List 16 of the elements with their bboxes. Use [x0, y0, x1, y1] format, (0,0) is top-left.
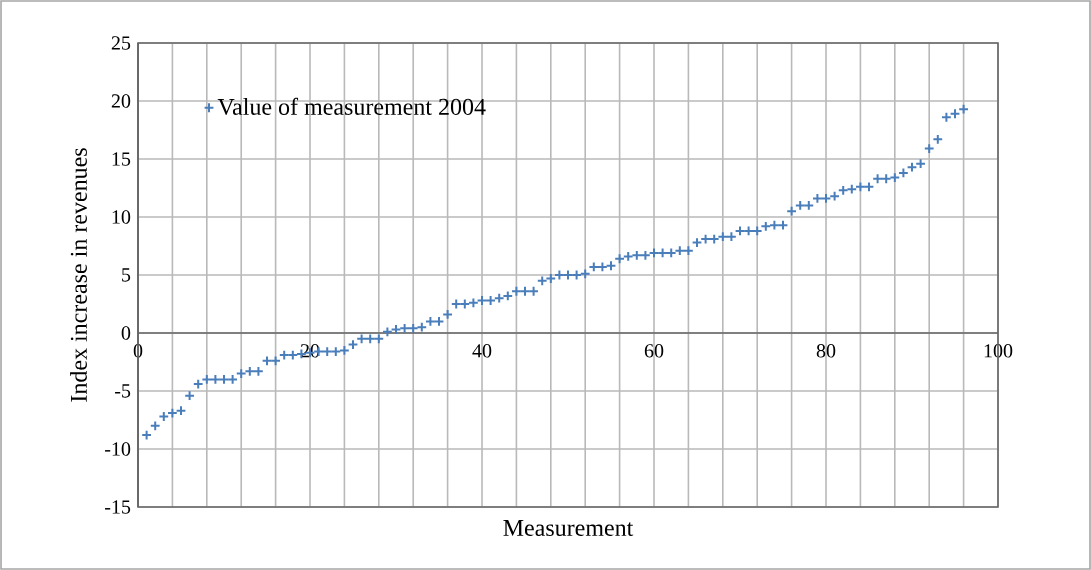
- y-tick-label: 25: [111, 36, 131, 50]
- x-tick-label: 60: [644, 344, 664, 358]
- y-tick-label: 0: [121, 326, 131, 340]
- x-tick-label: 40: [472, 344, 492, 358]
- y-tick-label: -10: [105, 442, 131, 456]
- x-tick-label: 100: [984, 344, 1013, 358]
- y-tick-label: 15: [112, 152, 131, 166]
- y-tick-label: -5: [115, 384, 131, 398]
- x-axis-title: Measurement: [503, 520, 634, 536]
- y-tick-label: -15: [105, 500, 131, 514]
- y-axis-title: Index increase in revenues: [70, 148, 87, 402]
- y-tick-label: 20: [111, 94, 131, 108]
- legend-label: Value of measurement 2004: [217, 97, 486, 116]
- y-tick-label: 5: [122, 268, 131, 282]
- x-tick-label: 80: [816, 344, 836, 358]
- y-tick-label: 10: [112, 210, 131, 224]
